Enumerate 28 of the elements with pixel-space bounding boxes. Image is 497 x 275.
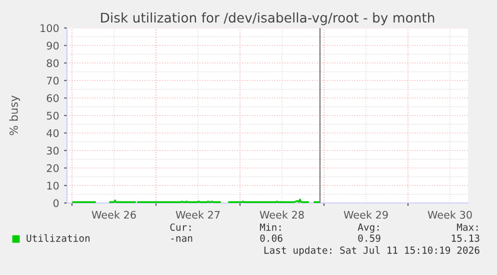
y-tick-label: 60 xyxy=(46,94,59,102)
y-tick-label: 100 xyxy=(40,24,59,32)
y-axis-title: % busy xyxy=(9,96,20,136)
y-tick-label: 90 xyxy=(46,42,59,50)
text: 15.13 xyxy=(452,234,480,242)
legend-label: Utilization xyxy=(26,234,90,242)
x-tick-label: Week 30 xyxy=(428,210,472,219)
y-tick-label: 20 xyxy=(46,164,59,172)
x-tick-label: Week 29 xyxy=(344,210,388,219)
x-tick-label: Week 26 xyxy=(92,210,136,219)
text: -nan xyxy=(171,236,192,242)
x-tick-label: Week 27 xyxy=(176,210,220,219)
text: 0.59 xyxy=(358,234,380,242)
text: Last update: Sat Jul 11 15:10:19 2026 xyxy=(264,246,480,256)
x-tick-label: Week 28 xyxy=(260,210,304,219)
y-tick-label: 40 xyxy=(46,129,59,138)
y-tick-label: 30 xyxy=(46,146,59,155)
text: Max: xyxy=(456,224,478,231)
chart-title: Disk utilization for /dev/isabella-vg/root - by month xyxy=(101,12,434,26)
y-tick-label: 80 xyxy=(46,59,59,68)
y-tick-label: 10 xyxy=(47,182,59,190)
text: Min: xyxy=(260,223,281,231)
y-tick-label: 70 xyxy=(46,76,59,85)
y-tick-label: 50 xyxy=(46,112,59,120)
text: 0.06 xyxy=(260,234,282,242)
text: Avg: xyxy=(358,224,379,233)
y-tick-label: 0 xyxy=(53,199,59,208)
text: Cur: xyxy=(170,223,191,231)
